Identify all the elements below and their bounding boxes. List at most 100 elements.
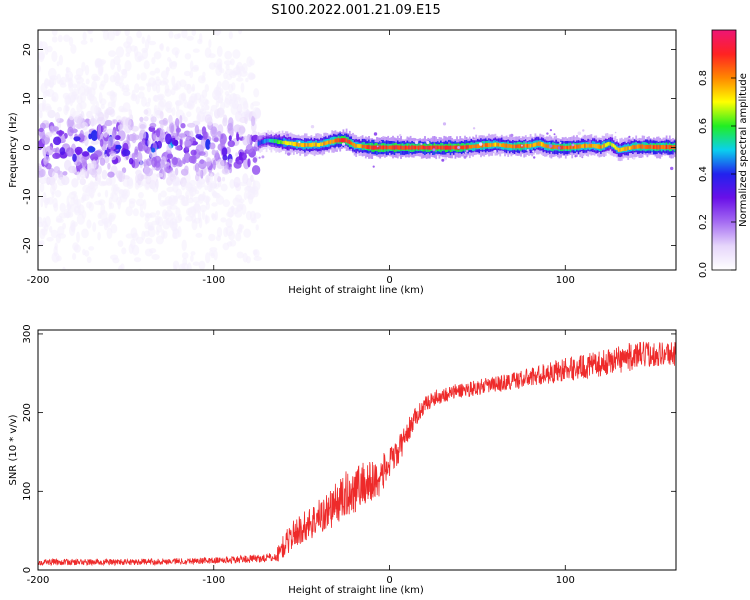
heatmap-cell (377, 145, 380, 150)
heatmap-cell (636, 144, 639, 149)
heatmap-cell (143, 116, 149, 122)
heatmap-cell (275, 139, 278, 143)
heatmap-cell (227, 122, 233, 131)
heatmap-cell (174, 167, 179, 176)
heatmap-cell (63, 104, 69, 116)
heatmap-cell (419, 145, 422, 150)
heatmap-cell (508, 144, 511, 148)
heatmap-cell (569, 145, 572, 149)
heatmap-cell (249, 59, 255, 66)
heatmap-cell (175, 188, 182, 199)
figure-title: S100.2022.001.21.09.E15 (271, 3, 440, 18)
heatmap-cell (236, 228, 243, 234)
heatmap-cell (252, 130, 258, 136)
heatmap-cell (74, 205, 81, 214)
heatmap-cell (342, 138, 345, 143)
colorbar-tick-label: 0.0 (698, 262, 709, 278)
heatmap-cell (217, 64, 222, 69)
heatmap-cell (278, 140, 281, 144)
heatmap-cell (71, 191, 77, 196)
heatmap-cell (242, 135, 249, 146)
heatmap-cell (403, 145, 406, 150)
heatmap-cell (136, 73, 141, 81)
heatmap-cell (221, 176, 226, 182)
heatmap-cell (59, 202, 66, 213)
heatmap-cell (191, 83, 196, 92)
heatmap-cell (51, 50, 58, 63)
heatmap-cell (137, 142, 143, 152)
heatmap-cell (280, 140, 282, 144)
heatmap-cell (627, 146, 630, 150)
heatmap-cell (45, 145, 54, 156)
heatmap-cell (323, 141, 326, 146)
heatmap-cell (109, 153, 117, 161)
heatmap-cell (45, 163, 52, 170)
heatmap-cell (472, 144, 474, 149)
heatmap-cell (205, 201, 210, 210)
heatmap-cell (253, 249, 260, 258)
heatmap-cell (668, 144, 671, 150)
heatmap-cell (39, 168, 46, 178)
heatmap-cell (347, 139, 350, 144)
heatmap-marks (38, 19, 676, 275)
snr-panel: -200 -100 0 100 0 100 200 300 Height of straig… (8, 324, 677, 596)
heatmap-cell (526, 138, 529, 142)
heatmap-cell (670, 166, 674, 171)
heatmap-cell (257, 141, 260, 146)
heatmap-cell (232, 197, 241, 207)
heatmap-cell (173, 264, 177, 270)
heatmap-cell (155, 270, 158, 275)
heatmap-cell (603, 143, 606, 148)
heatmap-cell (79, 101, 87, 110)
heatmap-cell (81, 228, 89, 239)
heatmap-cell (87, 30, 94, 35)
heatmap-cell (572, 144, 575, 149)
heatmap-cell (488, 142, 490, 148)
heatmap-cell (47, 176, 56, 184)
heatmap-cell (435, 145, 438, 150)
heatmap-cell (260, 140, 263, 145)
heatmap-cell (128, 198, 136, 204)
snr-y-axis: 0 100 200 300 (22, 324, 676, 573)
heatmap-cell (128, 157, 134, 165)
heatmap-cell (99, 138, 104, 147)
heatmap-cell (87, 146, 96, 153)
heatmap-cell (191, 30, 197, 36)
heatmap-cell (372, 145, 375, 150)
heatmap-cell (204, 47, 212, 58)
heatmap-cell (568, 145, 570, 150)
heatmap-cell (179, 79, 187, 88)
heatmap-cell (195, 232, 203, 238)
heatmap-cell (101, 169, 108, 180)
spectrogram-x-tick-label: 100 (556, 275, 575, 286)
heatmap-cell (199, 94, 205, 103)
heatmap-cell (545, 144, 548, 148)
heatmap-cell (154, 67, 161, 74)
heatmap-cell (121, 87, 130, 93)
heatmap-cell (88, 246, 95, 251)
heatmap-cell (372, 165, 375, 168)
heatmap-cell (58, 54, 64, 66)
heatmap-cell (194, 124, 200, 135)
heatmap-cell (240, 82, 245, 93)
heatmap-cell (164, 83, 170, 94)
heatmap-cell (180, 92, 187, 101)
heatmap-cell (635, 145, 638, 149)
heatmap-cell (198, 151, 206, 156)
heatmap-cell (222, 154, 228, 161)
heatmap-cell (84, 64, 90, 76)
heatmap-cell (54, 19, 57, 29)
heatmap-cell (113, 55, 121, 66)
heatmap-cell (406, 146, 409, 150)
colorbar-label: Normalized spectral amplitude (738, 73, 749, 227)
heatmap-cell (214, 210, 218, 221)
heatmap-cell (617, 147, 620, 152)
heatmap-cell (324, 141, 327, 146)
heatmap-cell (176, 101, 180, 111)
heatmap-cell (376, 145, 379, 148)
heatmap-cell (236, 251, 244, 259)
heatmap-cell (166, 186, 174, 193)
heatmap-cell (189, 189, 194, 200)
heatmap-cell (380, 145, 383, 150)
heatmap-cell (344, 138, 346, 143)
